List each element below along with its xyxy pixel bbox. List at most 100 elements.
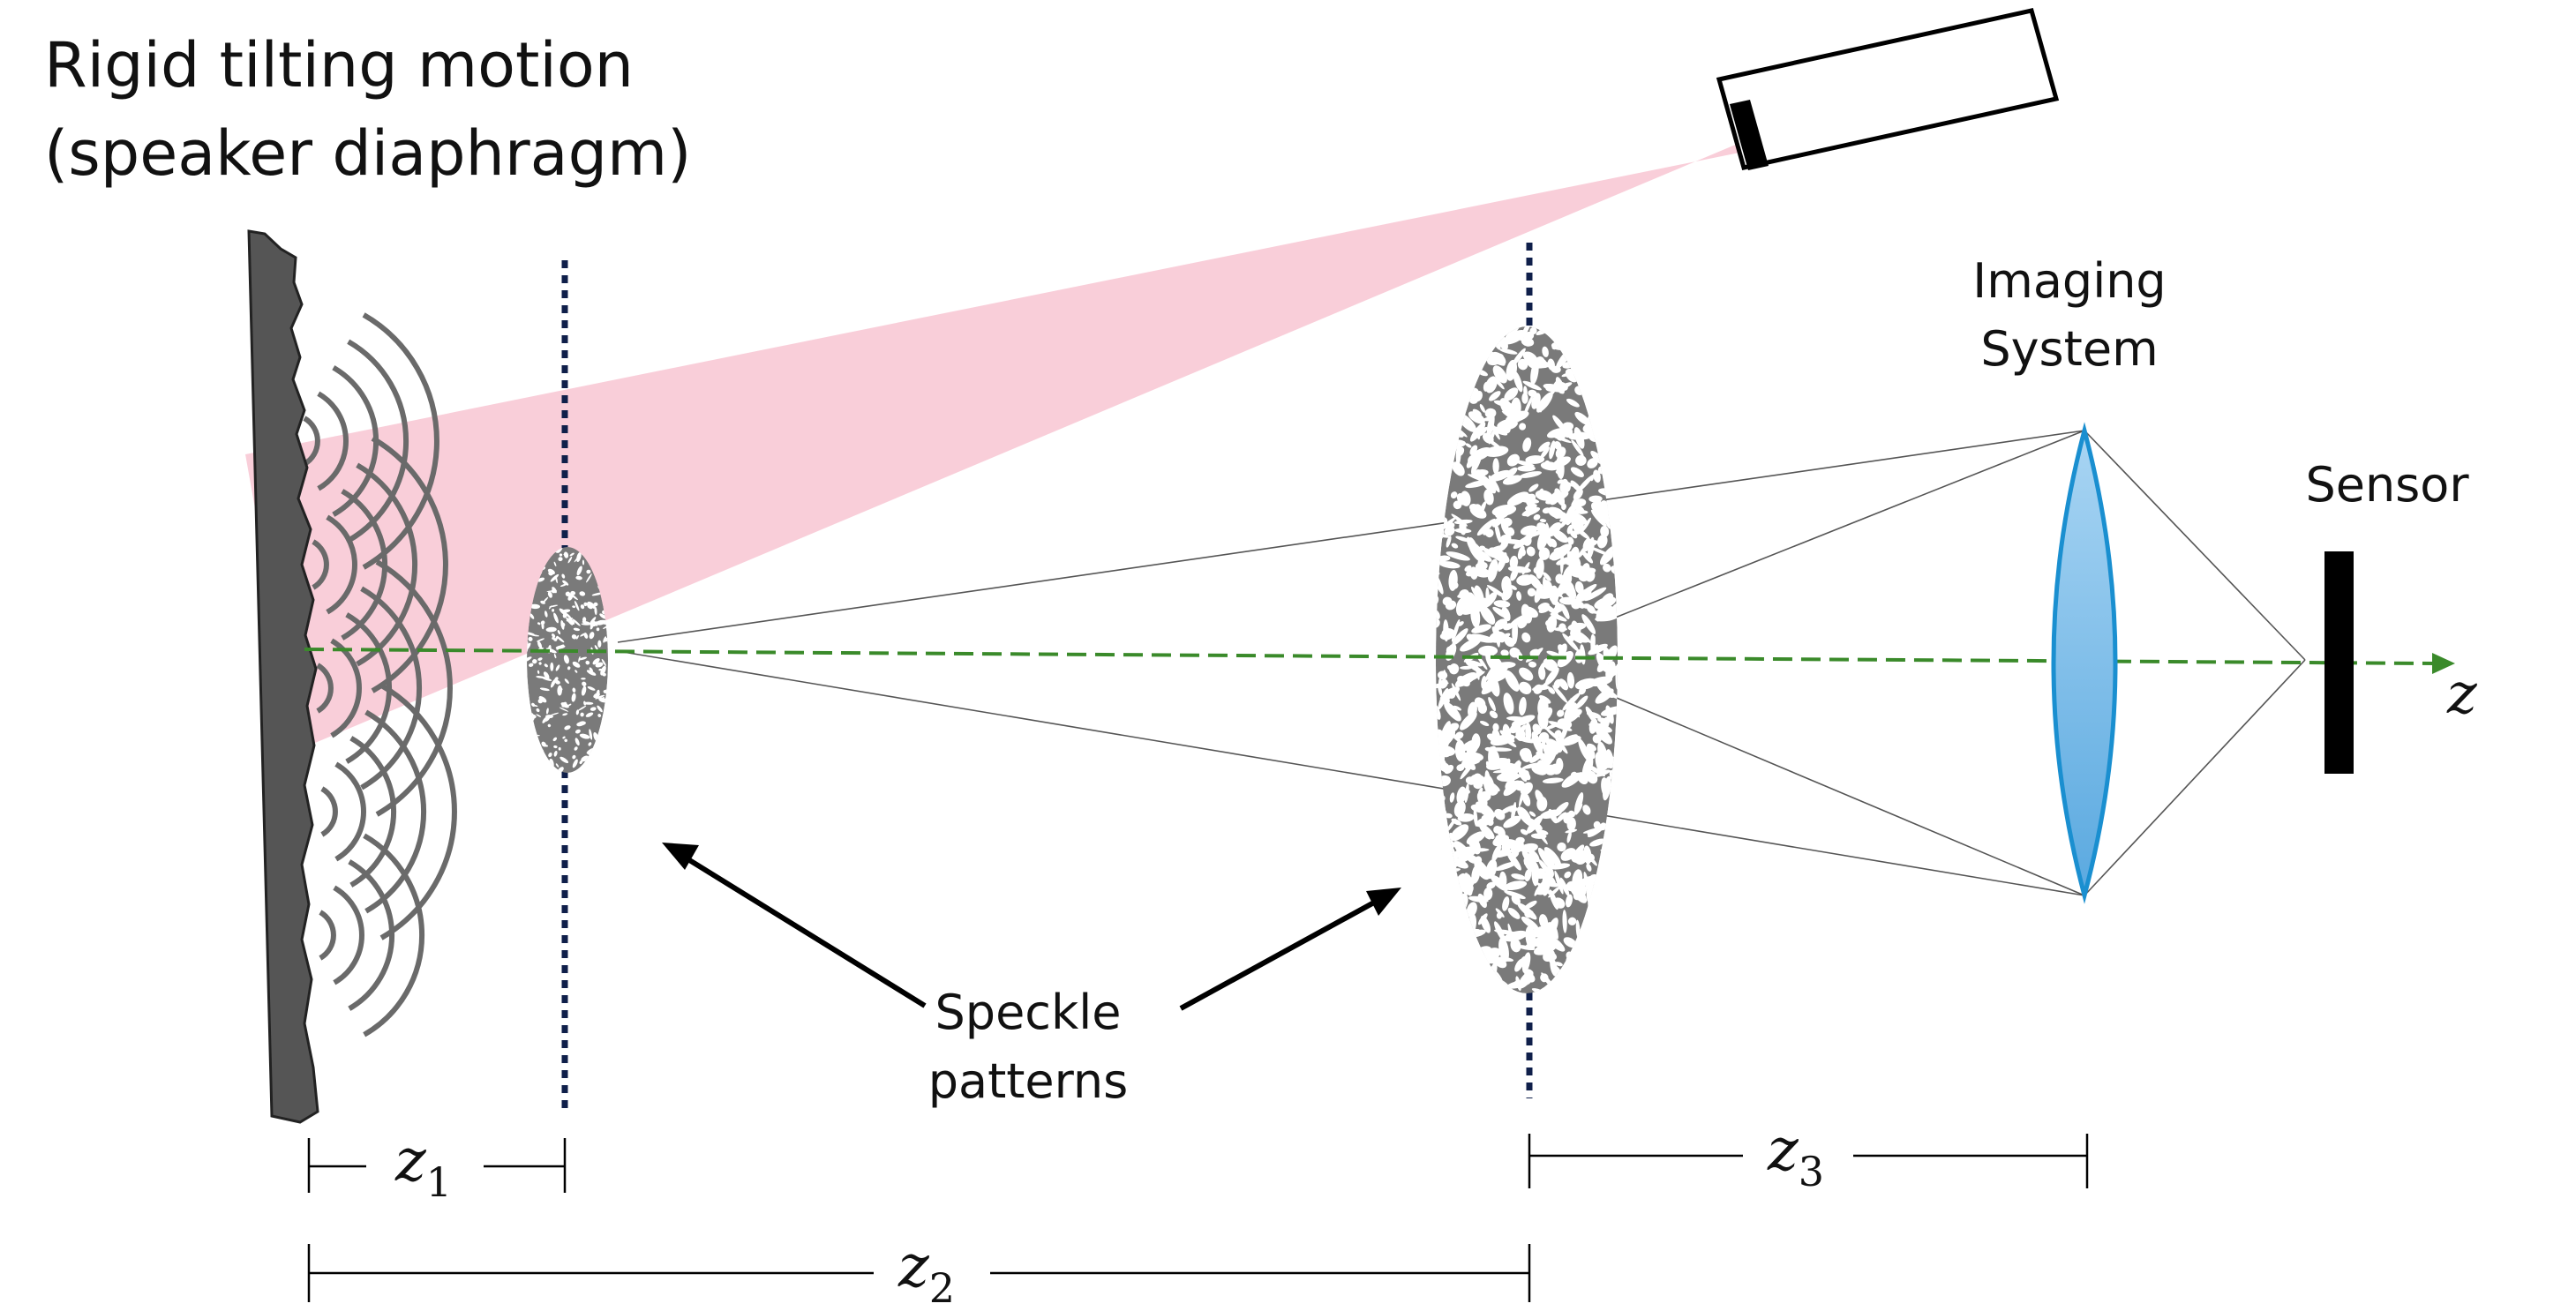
- speckle-grain: [1555, 446, 1566, 459]
- speckle-grain: [1564, 871, 1572, 879]
- sound-wave-arc: [320, 786, 338, 837]
- speckle-grain: [1461, 911, 1467, 933]
- speckle-grain: [1559, 983, 1574, 993]
- speckle-grain: [1462, 932, 1470, 943]
- speckle-grain: [1446, 665, 1459, 672]
- speckle-grain: [585, 712, 594, 717]
- sound-wave-arc: [326, 514, 357, 615]
- speckle-grain: [1436, 618, 1440, 628]
- speckle-grain: [591, 763, 595, 773]
- speckle-grain: [1504, 880, 1528, 891]
- speckle-grain: [1495, 861, 1518, 871]
- speckle-grain: [1607, 920, 1618, 933]
- speckle-grain: [1600, 849, 1618, 855]
- speckle-grain: [1607, 459, 1618, 468]
- speckle-grain: [532, 659, 537, 664]
- speckle-grain: [1446, 646, 1455, 656]
- speckle-grain: [537, 577, 545, 582]
- speckle-grain: [1473, 780, 1483, 790]
- speckle-grain: [1537, 738, 1547, 754]
- speckle-grain: [1515, 976, 1521, 992]
- sound-wave-arc: [334, 761, 366, 862]
- speckle-grain: [1464, 783, 1469, 804]
- speckle-grain: [1574, 498, 1587, 507]
- speckle-grain: [1588, 676, 1613, 687]
- speckle-grain: [1503, 815, 1521, 828]
- speckle-grain: [562, 736, 566, 739]
- speckle-grain: [1602, 363, 1611, 378]
- speckle-grain: [1451, 618, 1461, 642]
- speckle-grain: [1509, 723, 1521, 734]
- speckle-grain: [1466, 592, 1477, 609]
- laser-beam: [245, 141, 1744, 750]
- speckle-grain: [1599, 326, 1611, 344]
- speckle-grain: [1605, 661, 1616, 681]
- speckle-grain: [1470, 604, 1481, 628]
- speckle-grain: [1533, 513, 1541, 521]
- speckle-grain: [1460, 711, 1477, 730]
- speckle-grain: [527, 762, 536, 769]
- speckle-grain: [1436, 985, 1444, 993]
- speckle-grain: [1503, 780, 1521, 797]
- speckle-grain: [1525, 972, 1536, 983]
- speckle-grain: [1483, 591, 1498, 608]
- speckle-grain: [605, 730, 608, 740]
- speckle-grain: [1487, 558, 1498, 582]
- speckle-grain: [1460, 665, 1473, 670]
- speckle-grain: [1575, 854, 1588, 865]
- speckle-grain: [1560, 326, 1565, 333]
- speckle-grain: [1503, 737, 1517, 747]
- speckle-grain: [1471, 326, 1486, 345]
- speckle-grain: [559, 707, 569, 712]
- speckle-grain: [582, 681, 587, 686]
- speckle-grain: [1506, 850, 1521, 871]
- speckle-grain: [597, 640, 602, 648]
- speckle-grain: [545, 708, 549, 715]
- speckle-grain: [1596, 652, 1610, 673]
- speckle-grain: [528, 663, 534, 667]
- speckle-grain: [527, 656, 532, 663]
- speckle-grain: [1436, 572, 1444, 595]
- speckle-grain: [596, 756, 606, 762]
- speckle-grain: [1502, 896, 1510, 911]
- speckle-grain: [1589, 546, 1611, 557]
- speckle-grain: [1595, 939, 1610, 956]
- speckle-grain: [1558, 623, 1566, 633]
- speckle-grain: [552, 769, 560, 773]
- speckle-grain: [1466, 363, 1474, 370]
- speckle-grain: [553, 638, 558, 641]
- speckle-grain: [1585, 763, 1606, 777]
- speckle-grain: [576, 634, 579, 640]
- speckle-grain: [540, 600, 545, 604]
- speckle-grain: [1517, 465, 1536, 472]
- speckle-grain: [1474, 341, 1486, 352]
- speckle-grain: [1481, 681, 1498, 695]
- speckle-grain: [1610, 931, 1618, 942]
- speckle-grain: [1552, 607, 1560, 614]
- speckle-grain: [1446, 884, 1460, 899]
- speckle-grain: [578, 656, 581, 663]
- speckle-grain: [1607, 393, 1618, 411]
- speckle-grain: [1573, 348, 1588, 360]
- speckle-grain: [1458, 621, 1464, 626]
- speckle-grain: [1556, 757, 1564, 771]
- speckle-grain: [1483, 974, 1492, 981]
- speckle-grain: [1570, 467, 1584, 477]
- speckle-grain: [586, 569, 591, 574]
- speckle-grain: [1561, 772, 1582, 788]
- speckle-grain: [1463, 873, 1473, 896]
- speckle-grain: [1436, 505, 1440, 513]
- speckle-grain: [1586, 940, 1598, 951]
- speckle-grain: [1574, 411, 1590, 425]
- sound-wave-arc: [364, 709, 426, 914]
- speckle-grain: [1585, 540, 1598, 547]
- speckle-grain: [1436, 941, 1447, 950]
- speckle-grain: [1554, 802, 1569, 815]
- speckle-grain: [1545, 386, 1554, 392]
- speckle-grain: [1549, 491, 1560, 506]
- speckle-grain: [1449, 731, 1462, 744]
- speckle-grain: [544, 663, 548, 668]
- speckle-grain: [1460, 346, 1477, 351]
- speckle-grain: [1487, 663, 1509, 681]
- speckle-grain: [1483, 446, 1509, 457]
